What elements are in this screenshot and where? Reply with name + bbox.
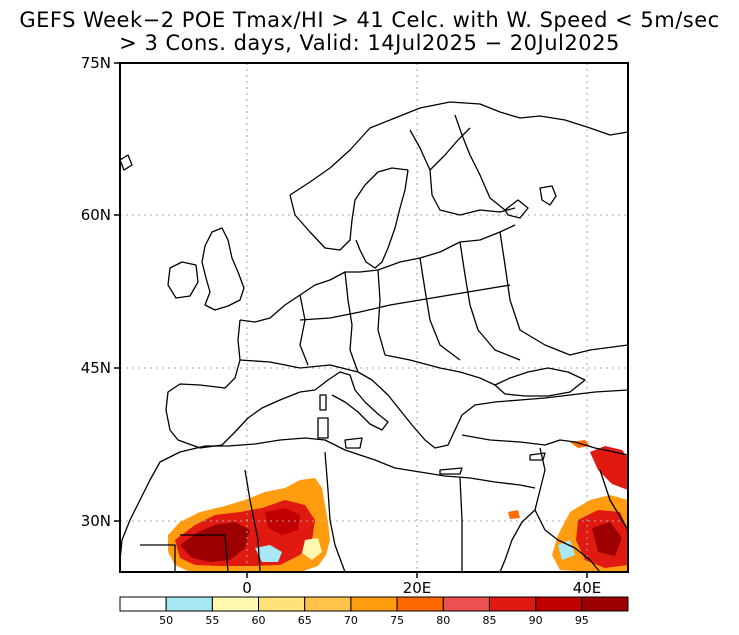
- colorbar-label: 80: [436, 614, 450, 627]
- lat-label-75n: 75N: [81, 54, 111, 72]
- colorbar: [119, 596, 629, 612]
- sahara-low-prob-2: [302, 538, 322, 560]
- title-line-1: GEFS Week−2 POE Tmax/HI > 41 Celc. with …: [19, 8, 720, 32]
- egypt-heat-spot: [508, 510, 520, 519]
- colorbar-label: 55: [205, 614, 219, 627]
- lon-label-40e: 40E: [573, 579, 602, 597]
- lon-label-0: 0: [242, 579, 252, 597]
- arabia-heat-core-2: [592, 522, 622, 556]
- map-frame: [119, 62, 629, 573]
- probability-shading: [168, 440, 628, 572]
- title-line-2: > 3 Cons. days, Valid: 14Jul2025 − 20Jul…: [119, 31, 620, 55]
- colorbar-swatch: [488, 596, 537, 612]
- colorbar-swatch: [396, 596, 444, 612]
- colorbar-swatch: [442, 596, 490, 612]
- colorbar-swatch: [304, 596, 352, 612]
- sahara-heat-core-2: [180, 522, 250, 562]
- colorbar-swatch: [211, 596, 260, 612]
- colorbar-swatch: [165, 596, 213, 612]
- arabia-low-prob: [558, 540, 575, 560]
- colorbar-label: 95: [575, 614, 589, 627]
- colorbar-label: 60: [252, 614, 266, 627]
- colorbar-labels: 50 55 60 65 70 75 80 85 90 95: [159, 614, 589, 627]
- lat-label-60n: 60N: [81, 206, 111, 224]
- graticule: [120, 63, 628, 572]
- colorbar-swatch: [581, 596, 629, 612]
- colorbar-label: 85: [482, 614, 496, 627]
- coastlines-borders: [119, 101, 629, 573]
- lat-label-45n: 45N: [81, 359, 111, 377]
- colorbar-swatch: [119, 596, 167, 612]
- colorbar-swatch: [258, 596, 306, 612]
- colorbar-swatch: [350, 596, 398, 612]
- colorbar-label: 65: [298, 614, 312, 627]
- lat-label-30n: 30N: [81, 512, 111, 530]
- colorbar-label: 75: [390, 614, 404, 627]
- lon-label-20e: 20E: [403, 579, 432, 597]
- colorbar-label: 90: [529, 614, 543, 627]
- colorbar-swatch: [535, 596, 583, 612]
- colorbar-label: 70: [344, 614, 358, 627]
- axis-ticks: [114, 62, 588, 578]
- colorbar-label: 50: [159, 614, 173, 627]
- mesopotamia-heat-area: [590, 446, 628, 490]
- sahara-low-prob: [255, 545, 282, 562]
